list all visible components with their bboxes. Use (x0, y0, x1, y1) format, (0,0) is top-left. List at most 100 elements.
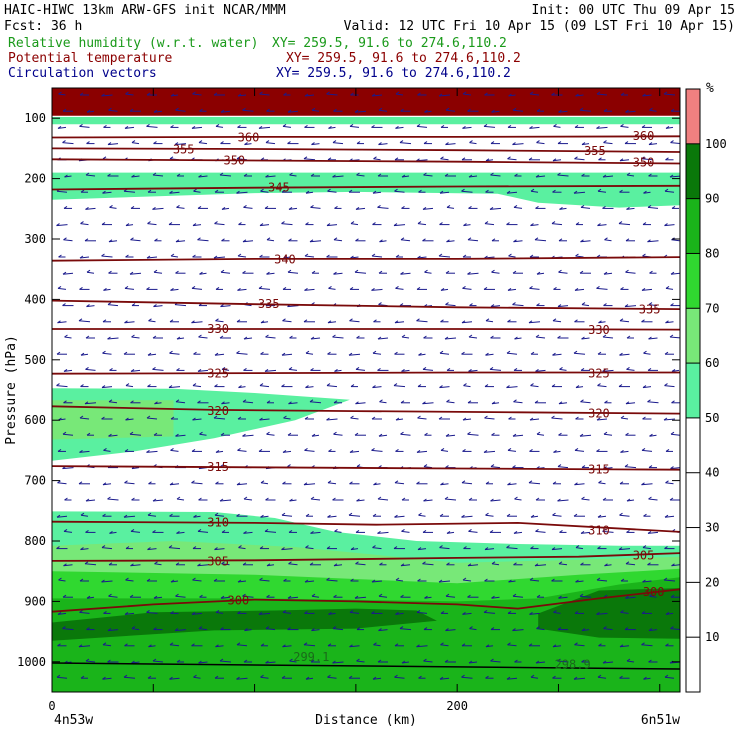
vector-arrow-485 (264, 368, 277, 372)
vector-arrow-214 (468, 205, 478, 209)
vector-arrow-61 (170, 124, 179, 128)
vector-arrow-457 (260, 351, 269, 355)
vector-arrow-250 (642, 222, 651, 226)
vector-arrow-534 (108, 399, 118, 404)
vector-arrow-525 (530, 383, 539, 388)
rh-region-8 (52, 577, 680, 692)
vector-arrow-899 (124, 611, 135, 615)
vector-arrow-442 (557, 335, 569, 339)
vector-arrow-598 (287, 432, 298, 436)
vector-arrow-814 (108, 562, 117, 566)
vector-arrow-689 (440, 482, 449, 486)
vector-arrow-109 (624, 141, 636, 145)
vector-arrow-796 (326, 546, 337, 550)
vector-arrow-853 (350, 578, 359, 582)
vector-arrow-77 (529, 125, 540, 129)
vector-arrow-557 (625, 401, 636, 405)
vector-arrow-707 (219, 498, 232, 502)
vector-arrow-40 (333, 108, 343, 112)
vector-arrow-155 (401, 174, 410, 178)
vector-arrow-338 (103, 287, 111, 291)
vector-arrow-801 (439, 545, 450, 550)
theta-line-345 (52, 184, 680, 191)
vector-arrow-62 (191, 125, 203, 129)
vector-arrow-1031 (573, 676, 586, 680)
vector-arrow-717 (444, 496, 457, 501)
vector-arrow-953 (78, 644, 91, 648)
vector-arrow-901 (170, 610, 179, 614)
vector-arrow-436 (423, 335, 433, 339)
vector-arrow-352 (416, 286, 427, 290)
vector-arrow-538 (197, 400, 209, 404)
vector-arrow-621 (170, 447, 179, 452)
vector-arrow-397 (169, 319, 179, 323)
vector-arrow-588 (62, 431, 74, 436)
vector-arrow-242 (463, 223, 471, 227)
vector-arrow-800 (417, 547, 427, 551)
theta-label-340-0: 340 (274, 252, 296, 266)
vector-arrow-792 (238, 545, 246, 550)
rh-region-0 (52, 88, 680, 116)
vector-arrow-542 (288, 401, 298, 405)
vector-arrow-599 (311, 433, 320, 437)
vector-arrow-955 (124, 643, 135, 647)
vector-arrow-868 (62, 594, 73, 598)
vector-arrow-175 (214, 189, 224, 193)
vector-arrow-992 (332, 660, 344, 664)
vector-arrow-1009 (80, 675, 88, 679)
vector-arrow-315 (220, 269, 231, 274)
vector-arrow-69 (349, 123, 360, 128)
vector-arrow-736 (236, 513, 248, 517)
vector-arrow-937 (356, 627, 364, 631)
vector-arrow-790 (192, 546, 201, 550)
vector-arrow-453 (169, 350, 180, 355)
vector-arrow-511 (214, 384, 225, 388)
vector-arrow-108 (603, 140, 613, 145)
vector-arrow-523 (484, 384, 494, 388)
vector-arrow-755 (664, 514, 675, 518)
theta-line-335 (52, 299, 680, 310)
vector-arrow-269 (446, 239, 455, 243)
vector-arrow-635 (483, 449, 496, 453)
vector-arrow-1020 (327, 674, 337, 679)
vector-arrow-336 (57, 285, 67, 290)
vector-arrow-49 (536, 108, 544, 112)
vector-arrow-589 (86, 432, 94, 436)
vector-arrow-358 (553, 286, 561, 290)
vector-arrow-740 (327, 514, 337, 518)
vector-arrow-188 (506, 190, 518, 194)
vector-arrow-57 (79, 123, 90, 128)
vector-arrow-622 (191, 448, 202, 452)
vector-arrow-1024 (418, 675, 426, 679)
vector-arrow-441 (535, 334, 546, 339)
vector-arrow-686 (373, 482, 381, 486)
vector-arrow-766 (288, 529, 297, 533)
vector-arrow-912 (416, 609, 428, 614)
theta-line-320 (52, 405, 680, 415)
vector-arrow-413 (528, 320, 541, 324)
vector-arrow-265 (355, 238, 366, 242)
vector-arrow-434 (377, 336, 389, 340)
vector-arrow-44 (424, 109, 432, 113)
vector-arrow-828 (422, 561, 434, 566)
vector-arrow-468 (506, 350, 518, 355)
vector-arrow-891 (579, 593, 592, 598)
vector-arrow-771 (401, 528, 410, 533)
vector-arrow-185 (439, 190, 450, 194)
vector-arrow-610 (558, 432, 568, 436)
vector-arrow-754 (643, 513, 651, 517)
vector-arrow-934 (287, 627, 299, 631)
vector-arrow-879 (311, 593, 320, 598)
vector-arrow-1026 (461, 674, 473, 679)
vector-arrow-321 (354, 269, 367, 274)
vector-arrow-1025 (439, 676, 450, 680)
vector-arrow-843 (125, 577, 134, 582)
vector-arrow-857 (438, 579, 451, 583)
vector-arrow-666 (557, 464, 569, 469)
vector-arrow-25 (620, 92, 628, 96)
vector-arrow-287 (213, 255, 226, 259)
vector-arrow-97 (356, 141, 364, 145)
vector-arrow-585 (620, 415, 629, 420)
vector-arrow-78 (553, 123, 561, 128)
vector-arrow-675 (124, 480, 135, 485)
